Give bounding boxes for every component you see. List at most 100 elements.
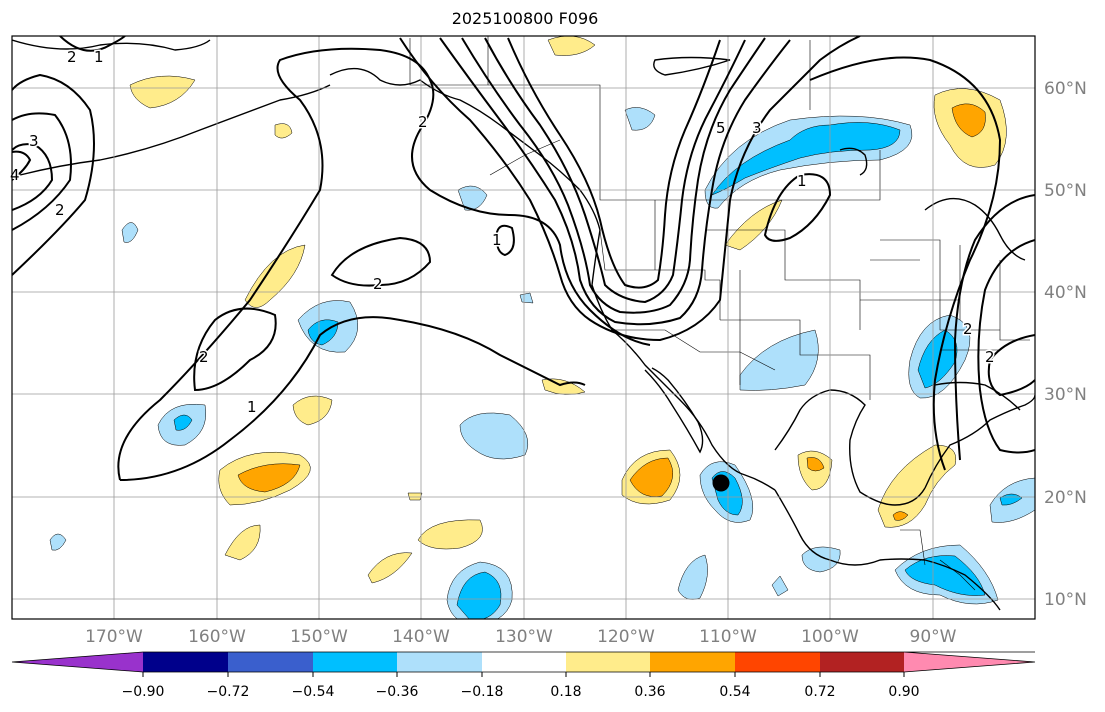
contour-lines [12,36,1035,481]
contour-label: 3 [29,132,39,150]
pos-anomaly-area [292,395,333,426]
lat-label: 40°N [1044,283,1087,303]
colorbar-segment [820,652,904,672]
latitude-labels: 60°N 50°N 40°N 30°N 20°N 10°N [1044,79,1087,610]
pos-anomaly-mid [629,457,674,497]
colorbar-segment [650,652,735,672]
contour-line [484,37,746,304]
longitude-labels: 170°W 160°W 150°W 140°W 130°W 120°W 110°… [85,627,957,647]
colorbar-segment [143,652,228,672]
contour-line [399,36,861,342]
coastlines [12,39,1035,611]
neg-anomaly-mid [711,122,901,196]
lon-label: 90°W [910,627,957,647]
colorbar-tick-label: −0.54 [292,684,335,700]
contour-line [119,316,586,481]
colorbar-segment [735,652,820,672]
pos-anomaly-area [367,552,413,584]
colorbar-tick-label: 0.72 [804,684,835,700]
colorbar-tick-label: 0.90 [888,684,919,700]
neg-anomaly-area [771,575,789,597]
colorbar-segment [566,652,650,672]
contour-line [59,36,126,52]
lon-label: 120°W [597,627,655,647]
contour-label: 1 [94,48,104,66]
colorbar-segments [11,651,1036,673]
lat-label: 30°N [1044,385,1087,405]
pos-anomaly-mid [237,463,301,493]
colorbar-tick-label: 0.36 [634,684,665,700]
contour-line [507,37,721,289]
map-frame [11,35,1036,620]
contour-label: 1 [247,398,257,416]
colorbar-segment [397,652,482,672]
pos-anomaly-area [541,378,586,395]
colorbar-extend-min [12,652,143,672]
colorbar-tick-label: −0.36 [376,684,419,700]
lat-label: 60°N [1044,79,1087,99]
pos-anomaly-mid [892,511,909,521]
neg-anomaly-area [49,533,67,551]
contour-line [439,37,791,326]
lat-label: 20°N [1044,488,1087,508]
figure-title: 2025100800 F096 [451,9,599,28]
contour-label: 2 [67,48,77,66]
contour-line [117,47,651,481]
shaded-anomaly-regions [49,36,1035,619]
neg-anomaly-area [801,546,841,573]
neg-anomaly-area [457,185,488,211]
colorbar-tick-label: −0.72 [207,684,250,700]
contour-line [495,224,515,257]
contour-labels: 2 1 3 4 2 2 1 2 2 1 5 3 1 2 2 [9,47,997,418]
colorbar-segment [482,652,566,672]
colorbar-extend-max [904,652,1035,672]
contour-line [193,307,277,392]
contour-label: 2 [418,113,428,131]
pos-anomaly-area [417,519,483,550]
contour-line [330,236,432,287]
neg-anomaly-area [459,412,529,460]
contour-label: 2 [55,201,65,219]
lon-label: 110°W [699,627,757,647]
pos-anomaly-area [407,492,423,501]
pos-anomaly-mid [951,103,986,138]
pos-anomaly-area [129,75,196,109]
contour-label: 1 [492,231,502,249]
neg-anomaly-area [121,222,139,243]
pos-anomaly-area [274,123,293,139]
contour-line [763,173,832,242]
contour-label: 5 [716,119,726,137]
colorbar-tick-labels: −0.90 −0.72 −0.54 −0.36 −0.18 0.18 0.36 … [122,684,920,700]
colorbar-outline [11,651,1036,673]
pos-anomaly-area [224,524,261,561]
neg-anomaly-mid [917,329,958,389]
pos-anomaly-mid [806,457,825,472]
neg-anomaly-area [624,107,656,131]
contour-line [461,37,766,314]
lon-label: 140°W [392,627,450,647]
contour-label: 2 [373,275,383,293]
location-marker-dot [712,474,730,492]
lon-label: 160°W [188,627,246,647]
contour-label: 3 [752,119,762,137]
colorbar-ticks [142,672,905,677]
contour-label: 2 [985,348,995,366]
contour-line [12,143,54,211]
colorbar-tick-label: 0.54 [719,684,750,700]
lon-label: 170°W [85,627,143,647]
contour-line [12,150,32,181]
neg-anomaly-area [519,292,534,304]
neg-anomaly-area [739,329,819,391]
neg-anomaly-mid [904,555,986,596]
lon-label: 150°W [290,627,348,647]
contour-line [977,239,1035,454]
contour-line [987,334,1035,397]
lon-label: 130°W [495,627,553,647]
lat-label: 50°N [1044,181,1087,201]
contour-label: 2 [963,320,973,338]
colorbar-segment [228,652,313,672]
contour-label: 2 [199,348,209,366]
colorbar-tick-label: −0.18 [461,684,504,700]
